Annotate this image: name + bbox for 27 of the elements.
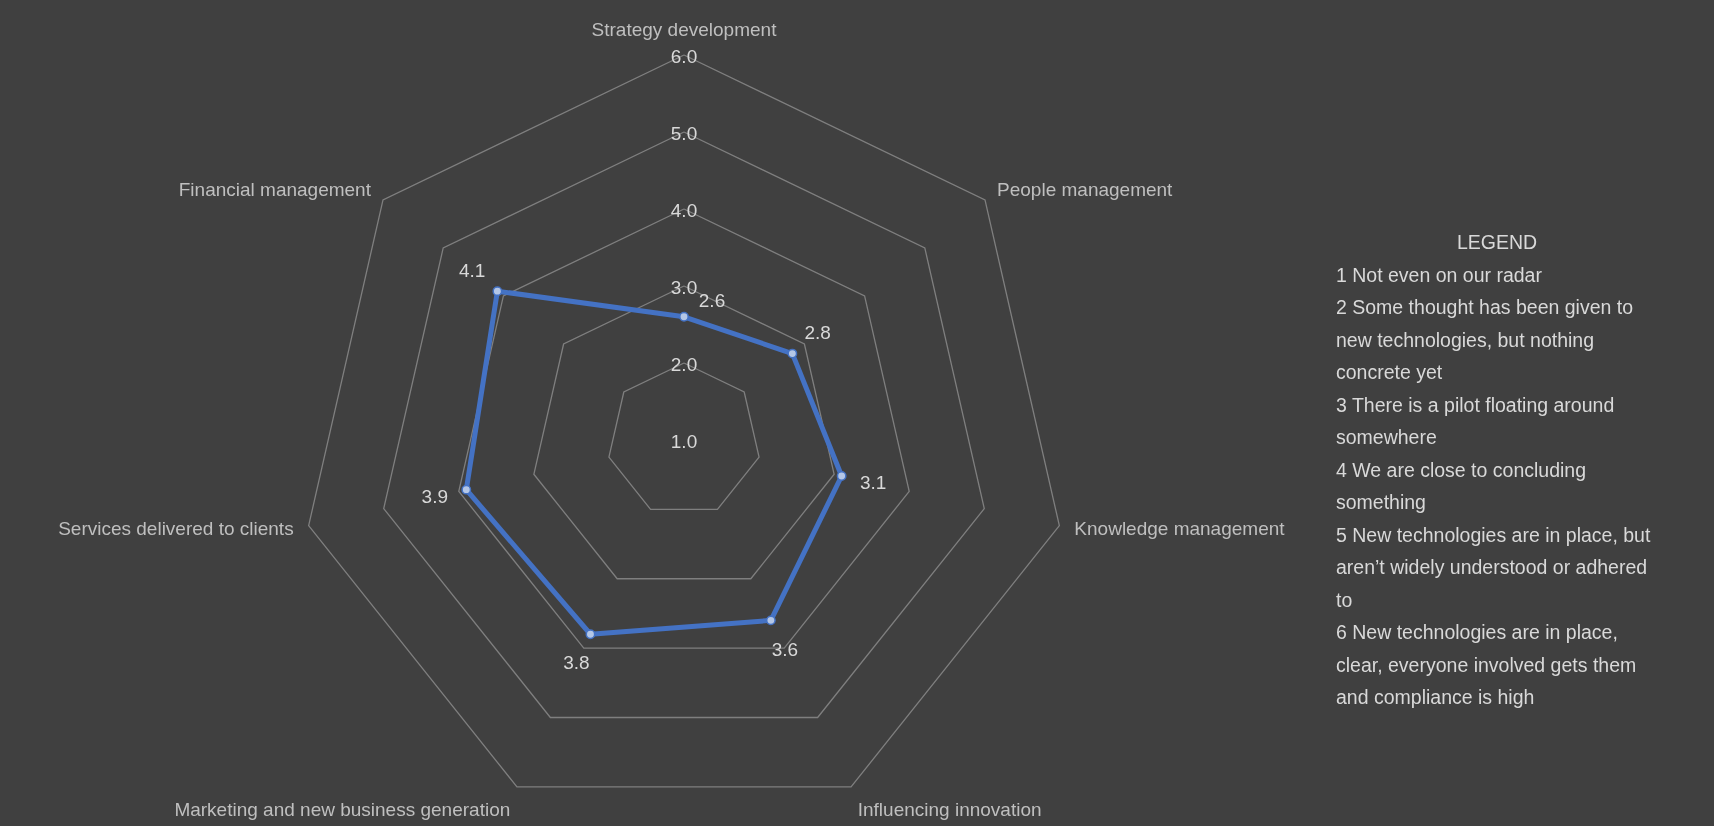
data-label: 3.9: [421, 485, 448, 507]
y-tick-label: 5.0: [670, 123, 698, 144]
data-label: 3.8: [563, 652, 590, 674]
text: LEGEND: [1455, 230, 1539, 255]
spoke-label: Services delivered to clients: [58, 518, 294, 540]
text: 4 We are close to concluding something: [1336, 457, 1588, 515]
text: 3 There is a pilot floating around somewhere: [1336, 392, 1616, 450]
text: 5 New technologies are in place, but aren’t widely understood or adhered to: [1336, 522, 1652, 613]
data-label: 3.1: [859, 472, 887, 494]
spoke-label: Marketing and new business generation: [174, 798, 511, 820]
spoke-label: Knowledge management: [1074, 518, 1286, 540]
y-tick-label: 2.0: [670, 354, 698, 375]
text: 2 Some thought has been given to new technologies, but nothing concrete yet: [1336, 295, 1635, 385]
y-tick-label: 1.0: [670, 431, 698, 452]
text: 6 New technologies are in place, clear, everyone involved gets them and compliance is high: [1336, 620, 1638, 710]
spoke-label: Influencing innovation: [857, 798, 1042, 820]
text: 1 Not even on our radar: [1336, 262, 1543, 288]
y-tick-label: 3.0: [670, 277, 698, 298]
spoke-label: People management: [997, 179, 1174, 201]
data-label: 2.8: [804, 322, 831, 344]
data-label: 4.1: [458, 260, 486, 282]
data-label: 3.6: [771, 638, 799, 660]
spoke-label: Financial management: [178, 179, 372, 201]
y-tick-label: 4.0: [670, 200, 698, 221]
data-label: 2.6: [698, 289, 726, 311]
y-tick-label: 6.0: [670, 46, 698, 67]
spoke-label: Strategy development: [591, 18, 778, 40]
